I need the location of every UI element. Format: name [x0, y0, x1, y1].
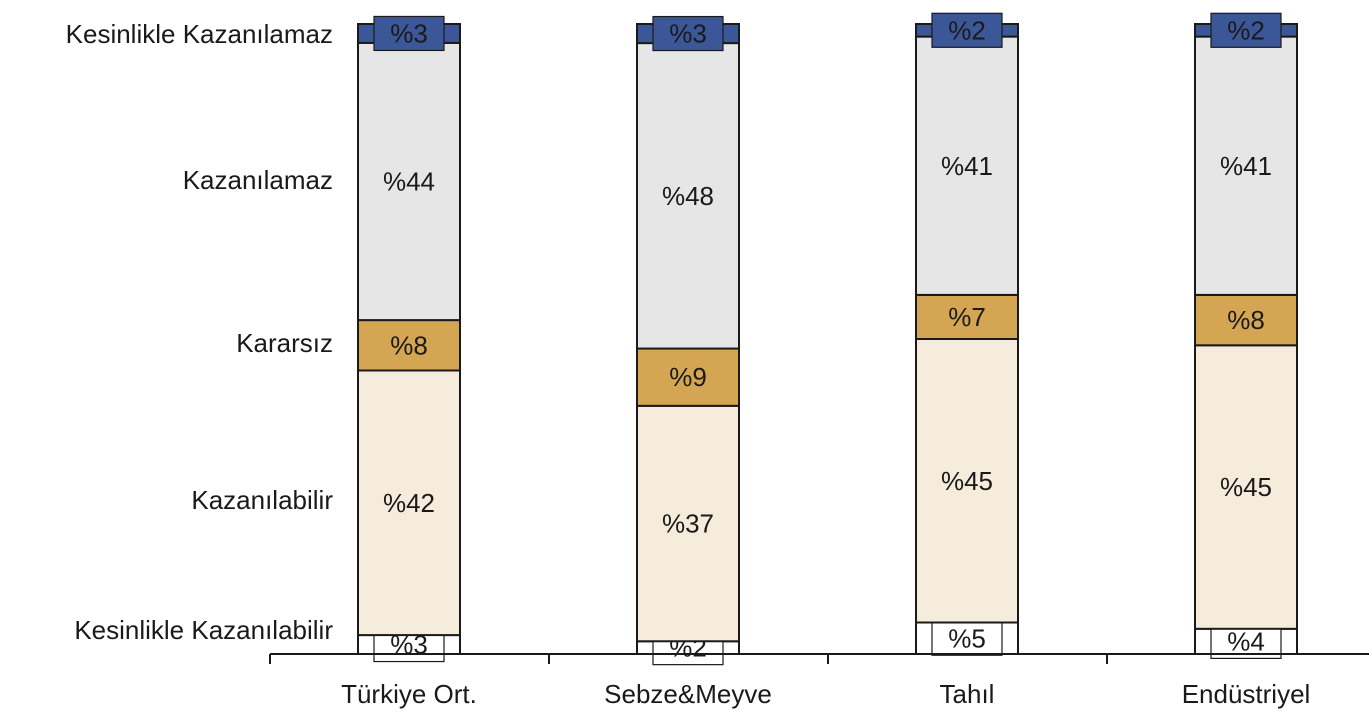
bar-segment	[357, 369, 461, 637]
data-label-box	[652, 15, 724, 52]
data-label: %2	[948, 15, 986, 45]
data-label: %41	[941, 151, 993, 181]
bar-segment	[1194, 293, 1298, 347]
bar-segment	[1194, 35, 1298, 296]
data-label: %8	[1227, 305, 1265, 335]
data-label: %5	[948, 623, 986, 653]
bar-segment	[636, 42, 740, 350]
data-label: %4	[1227, 626, 1265, 656]
data-label: %3	[669, 19, 707, 49]
data-label-box	[1210, 12, 1282, 48]
series-label: Kazanılabilir	[191, 485, 333, 515]
category-label: Endüstriyel	[1182, 679, 1311, 709]
data-label: %37	[662, 509, 714, 539]
data-label: %42	[383, 488, 435, 518]
data-label-box	[373, 15, 445, 52]
bar-segment	[915, 35, 1019, 296]
data-label: %7	[948, 302, 986, 332]
data-label: %41	[1220, 151, 1272, 181]
series-label: Kesinlikle Kazanılamaz	[66, 19, 333, 49]
data-label: %45	[1220, 472, 1272, 502]
data-label: %9	[669, 362, 707, 392]
series-label: Kesinlikle Kazanılabilir	[74, 615, 333, 645]
data-label-box	[1210, 623, 1282, 660]
series-label: Kararsız	[236, 328, 333, 358]
series-label: Kazanılamaz	[183, 165, 333, 195]
data-label: %8	[390, 330, 428, 360]
bar-segment	[1194, 344, 1298, 630]
data-label-box	[931, 620, 1003, 656]
data-label: %45	[941, 466, 993, 496]
bar-segment	[915, 293, 1019, 340]
category-label: Türkiye Ort.	[341, 679, 477, 709]
category-label: Tahıl	[940, 679, 995, 709]
category-label: Sebze&Meyve	[604, 679, 772, 709]
bar-segment	[357, 319, 461, 372]
data-label: %44	[383, 167, 435, 197]
data-label-box	[931, 12, 1003, 48]
bar-segment	[915, 338, 1019, 624]
bar-segment	[636, 347, 740, 407]
data-label: %48	[662, 181, 714, 211]
data-label: %2	[1227, 15, 1265, 45]
data-label: %3	[390, 18, 428, 48]
